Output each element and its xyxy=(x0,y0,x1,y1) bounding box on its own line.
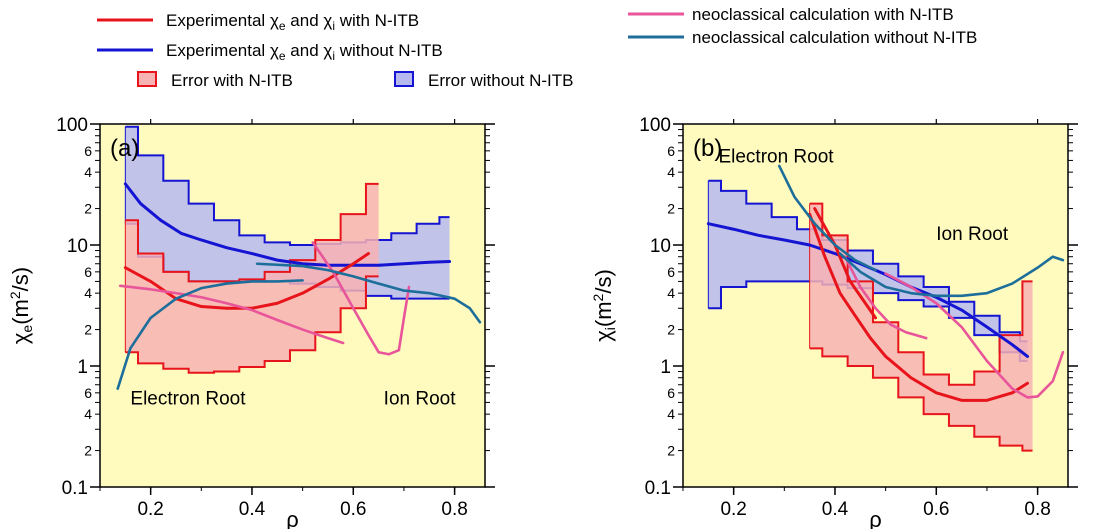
legend-label-neo_without: neoclassical calculation without N-ITB xyxy=(692,28,977,47)
legend-label-err_with: Error with N-ITB xyxy=(171,71,293,90)
series-exp_without-a-0 xyxy=(123,182,452,267)
y-tick-label-a-0: 0.1 xyxy=(62,478,88,499)
x-tick-label-a-0: 0.2 xyxy=(137,499,163,520)
legend: Experimental χe and χi with N-ITB Experim… xyxy=(97,5,977,90)
x-axis-title-a: ρ xyxy=(286,507,299,529)
y-minor-label-a-0: 2 xyxy=(84,443,92,459)
y-axis-title-a: χe(m2/s) xyxy=(7,267,35,344)
panel-label-a: (a) xyxy=(110,135,139,162)
annotation-a-1: Ion Root xyxy=(384,389,457,410)
y-minor-label-b-7: 4 xyxy=(667,164,675,180)
y-minor-label-b-5: 6 xyxy=(667,264,675,280)
y-minor-label-a-6: 2 xyxy=(84,201,92,217)
x-tick-label-b-1: 0.4 xyxy=(822,499,849,520)
y-minor-label-a-8: 6 xyxy=(84,143,92,159)
legend-swatch-err_with xyxy=(137,71,157,87)
panel-label-b: (b) xyxy=(693,135,722,162)
annotation-b-1: Ion Root xyxy=(936,224,1009,245)
legend-label-neo_with: neoclassical calculation with N-ITB xyxy=(692,5,954,24)
series-neo_with-a-2 xyxy=(118,284,345,345)
y-tick-label-b-0: 0.1 xyxy=(645,478,671,499)
y-minor-label-b-0: 2 xyxy=(667,443,675,459)
y-minor-label-a-4: 4 xyxy=(84,285,92,301)
series-exp_with-b-1 xyxy=(808,212,1029,402)
y-tick-label-a-2: 10 xyxy=(67,236,88,257)
x-tick-label-b-3: 0.8 xyxy=(1024,499,1050,520)
y-tick-label-b-3: 100 xyxy=(639,115,671,136)
y-minor-label-a-7: 4 xyxy=(84,164,92,180)
y-tick-label-a-1: 1 xyxy=(77,357,88,378)
error-band-err_without-b xyxy=(708,180,1028,361)
y-minor-label-a-3: 2 xyxy=(84,322,92,338)
error-band-upper-err_without-a xyxy=(125,125,450,246)
x-tick-label-a-1: 0.4 xyxy=(239,499,266,520)
annotation-a-0: Electron Root xyxy=(130,389,246,410)
y-minor-label-b-6: 2 xyxy=(667,201,675,217)
x-tick-label-a-2: 0.6 xyxy=(340,499,366,520)
series-neo_without-b-5 xyxy=(777,164,877,272)
x-tick-label-a-3: 0.8 xyxy=(441,499,467,520)
error-band-lower-err_with-a xyxy=(125,275,379,374)
error-band-lower-err_without-b xyxy=(708,280,1028,362)
series-neo_with-b-3 xyxy=(843,255,928,340)
annotation-b-0: Electron Root xyxy=(718,147,834,168)
x-axis-title-b: ρ xyxy=(869,507,882,529)
legend-label-exp_with: Experimental χe and χi with N-ITB xyxy=(166,11,419,33)
x-tick-label-b-2: 0.6 xyxy=(923,499,949,520)
series-neo_without-a-4 xyxy=(116,279,304,390)
y-tick-label-b-1: 1 xyxy=(660,357,671,378)
y-minor-label-b-3: 2 xyxy=(667,322,675,338)
error-band-lower-err_with-b xyxy=(809,347,1033,452)
panel-b: 0.2 0.4 0.6 0.8 2 4 6 2 4 6 2 4 6 0.1 1 10 100 ρ χi(m2/s) (… xyxy=(590,115,1078,529)
legend-label-exp_without: Experimental χe and χi without N-ITB xyxy=(166,41,443,63)
y-minor-label-b-1: 4 xyxy=(667,406,675,422)
y-minor-label-a-2: 6 xyxy=(84,385,92,401)
y-minor-label-b-4: 4 xyxy=(667,285,675,301)
series-neo_without-b-6 xyxy=(838,252,1065,298)
error-band-err_with-a xyxy=(125,183,379,373)
y-minor-label-b-8: 6 xyxy=(667,143,675,159)
y-tick-label-b-2: 10 xyxy=(650,236,671,257)
error-band-upper-err_with-a xyxy=(125,182,379,283)
error-band-upper-err_without-b xyxy=(708,179,1028,343)
y-tick-label-a-3: 100 xyxy=(56,115,88,136)
series-neo_with-a-3 xyxy=(311,241,411,356)
y-axis-title-b: χi(m2/s) xyxy=(590,269,618,342)
plot-frame-a xyxy=(99,123,486,488)
series-exp_with-b-2 xyxy=(813,207,877,320)
x-tick-label-b-0: 0.2 xyxy=(720,499,746,520)
plot-content-b xyxy=(706,164,1065,452)
y-minor-label-a-1: 4 xyxy=(84,406,92,422)
error-band-err_with-b xyxy=(809,203,1033,451)
panel-a: 0.2 0.4 0.6 0.8 2 4 6 2 4 6 2 4 6 0.1 1 10 100 ρ χe(m2/s) (… xyxy=(7,115,495,529)
legend-swatch-err_without xyxy=(394,71,414,87)
plot-frame-b xyxy=(682,123,1069,488)
plot-content-a xyxy=(116,125,482,390)
y-minor-label-a-5: 6 xyxy=(84,264,92,280)
legend-label-err_without: Error without N-ITB xyxy=(428,71,573,90)
y-minor-label-b-2: 6 xyxy=(667,385,675,401)
series-neo_without-a-5 xyxy=(255,262,482,324)
